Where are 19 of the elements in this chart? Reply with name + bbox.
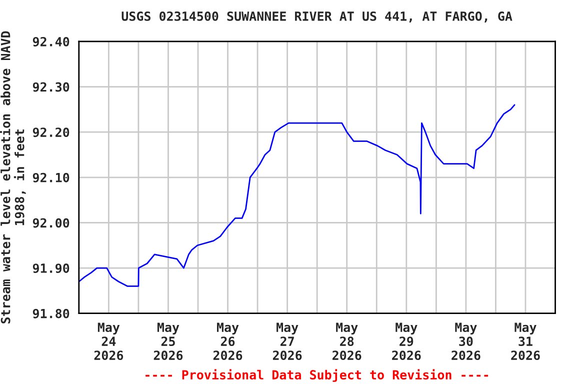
x-tick-label: May 25 2026 [154, 322, 183, 360]
y-tick-label: 92.20 [32, 128, 70, 138]
x-tick-label: May 28 2026 [332, 322, 362, 360]
y-axis-title: Stream water level elevation above NAVD 1988, in feet [0, 31, 26, 324]
y-tick-label: 91.80 [32, 308, 70, 318]
x-tick-label: May 29 2026 [392, 322, 421, 360]
x-tick-label: May 27 2026 [272, 322, 302, 360]
x-tick-label: May 30 2026 [452, 322, 480, 360]
x-tick-label: May 24 2026 [94, 322, 124, 360]
y-tick-label: 92.00 [32, 218, 70, 228]
chart-title: USGS 02314500 SUWANNEE RIVER AT US 441, AT FARGO, GA [122, 11, 512, 22]
line-series [78, 104, 516, 287]
y-tick-label: 91.90 [32, 264, 70, 274]
x-tick-label: May 31 2026 [511, 322, 540, 360]
y-tick-label: 92.40 [32, 36, 70, 46]
y-tick-label: 92.10 [32, 172, 70, 182]
x-tick-label: May 26 2026 [213, 322, 242, 360]
text: ---- Provisional Data Subject to Revision ---- [146, 369, 488, 382]
y-tick-label: 92.30 [32, 82, 70, 92]
